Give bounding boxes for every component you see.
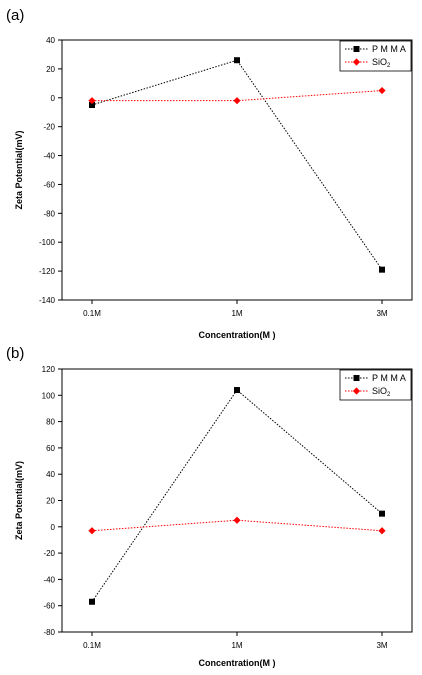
x-axis-title: Concentration(M ) xyxy=(199,330,276,340)
legend-marker xyxy=(352,387,361,395)
x-tick-label: 3M xyxy=(376,309,387,318)
y-tick-label: -60 xyxy=(43,180,55,189)
chart-panel-a: (a) 40 20 0 -20 -40 -60 -80 -100 -120 -140 0.1M 1M 3M… xyxy=(6,7,413,340)
y-tick-label: -20 xyxy=(43,123,55,132)
y-tick-label: 0 xyxy=(51,94,56,103)
legend-label: SiO2 xyxy=(372,57,391,69)
x-tick-label: 1M xyxy=(231,641,242,650)
data-point xyxy=(378,86,386,95)
y-tick-label: 20 xyxy=(46,65,55,74)
legend-box xyxy=(339,369,412,401)
legend-label: P M M A xyxy=(372,373,406,383)
data-point xyxy=(379,510,385,517)
plot-frame xyxy=(61,368,413,633)
y-tick-label: 40 xyxy=(46,470,55,479)
legend-label: SiO2 xyxy=(372,386,391,398)
x-tick-label: 1M xyxy=(231,309,242,318)
legend-marker xyxy=(352,58,361,66)
y-tick-label: -40 xyxy=(43,575,55,584)
series-line xyxy=(91,389,383,603)
data-point xyxy=(379,266,385,273)
legend-marker xyxy=(353,46,360,52)
legend-marker xyxy=(353,375,360,381)
y-tick-label: 0 xyxy=(51,523,56,532)
series-pmma xyxy=(89,387,385,605)
data-point xyxy=(233,97,241,105)
data-point xyxy=(378,527,386,535)
plot-frame xyxy=(61,39,413,301)
data-point xyxy=(233,516,241,524)
y-tick-label: 120 xyxy=(42,365,56,374)
x-tick-label: 3M xyxy=(376,641,387,650)
y-tick-label: -60 xyxy=(43,602,55,611)
data-point xyxy=(88,97,96,105)
data-point xyxy=(234,387,240,394)
y-tick-label: 20 xyxy=(46,497,55,506)
legend: P M M A SiO2 xyxy=(339,369,412,401)
y-tick-label: -40 xyxy=(43,152,55,161)
data-point xyxy=(89,102,95,108)
data-point xyxy=(234,57,240,64)
x-tick-label: 0.1M xyxy=(83,641,101,650)
y-tick-label: 80 xyxy=(46,418,55,427)
y-tick-label: 40 xyxy=(46,36,55,45)
chart-panel-b: (b) 120 100 80 60 40 20 0 -20 -40 -60 -80 0.1M 1M 3M Co… xyxy=(6,345,413,668)
data-point xyxy=(88,527,96,535)
legend: P M M A SiO2 xyxy=(339,40,412,72)
legend-label: P M M A xyxy=(372,44,406,54)
y-tick-label: -80 xyxy=(43,628,55,637)
y-tick-label: -100 xyxy=(39,238,56,247)
y-axis-title: Zeta Potential(mV) xyxy=(14,130,24,209)
y-tick-label: -120 xyxy=(39,267,56,276)
x-axis-title: Concentration(M ) xyxy=(199,658,276,668)
panel-label: (a) xyxy=(6,7,24,24)
series-sio2 xyxy=(88,516,386,535)
y-tick-label: -20 xyxy=(43,549,55,558)
series-line xyxy=(91,59,383,270)
x-tick-label: 0.1M xyxy=(83,309,101,318)
y-tick-label: 60 xyxy=(46,444,55,453)
series-pmma xyxy=(89,57,385,273)
y-tick-label: 100 xyxy=(42,391,56,400)
y-tick-label: -140 xyxy=(39,296,56,305)
panel-label: (b) xyxy=(6,345,24,362)
data-point xyxy=(89,598,95,605)
series-sio2 xyxy=(88,86,386,105)
legend-box xyxy=(339,40,412,72)
y-tick-label: -80 xyxy=(43,209,55,218)
y-axis-title: Zeta Potential(mV) xyxy=(14,461,24,540)
